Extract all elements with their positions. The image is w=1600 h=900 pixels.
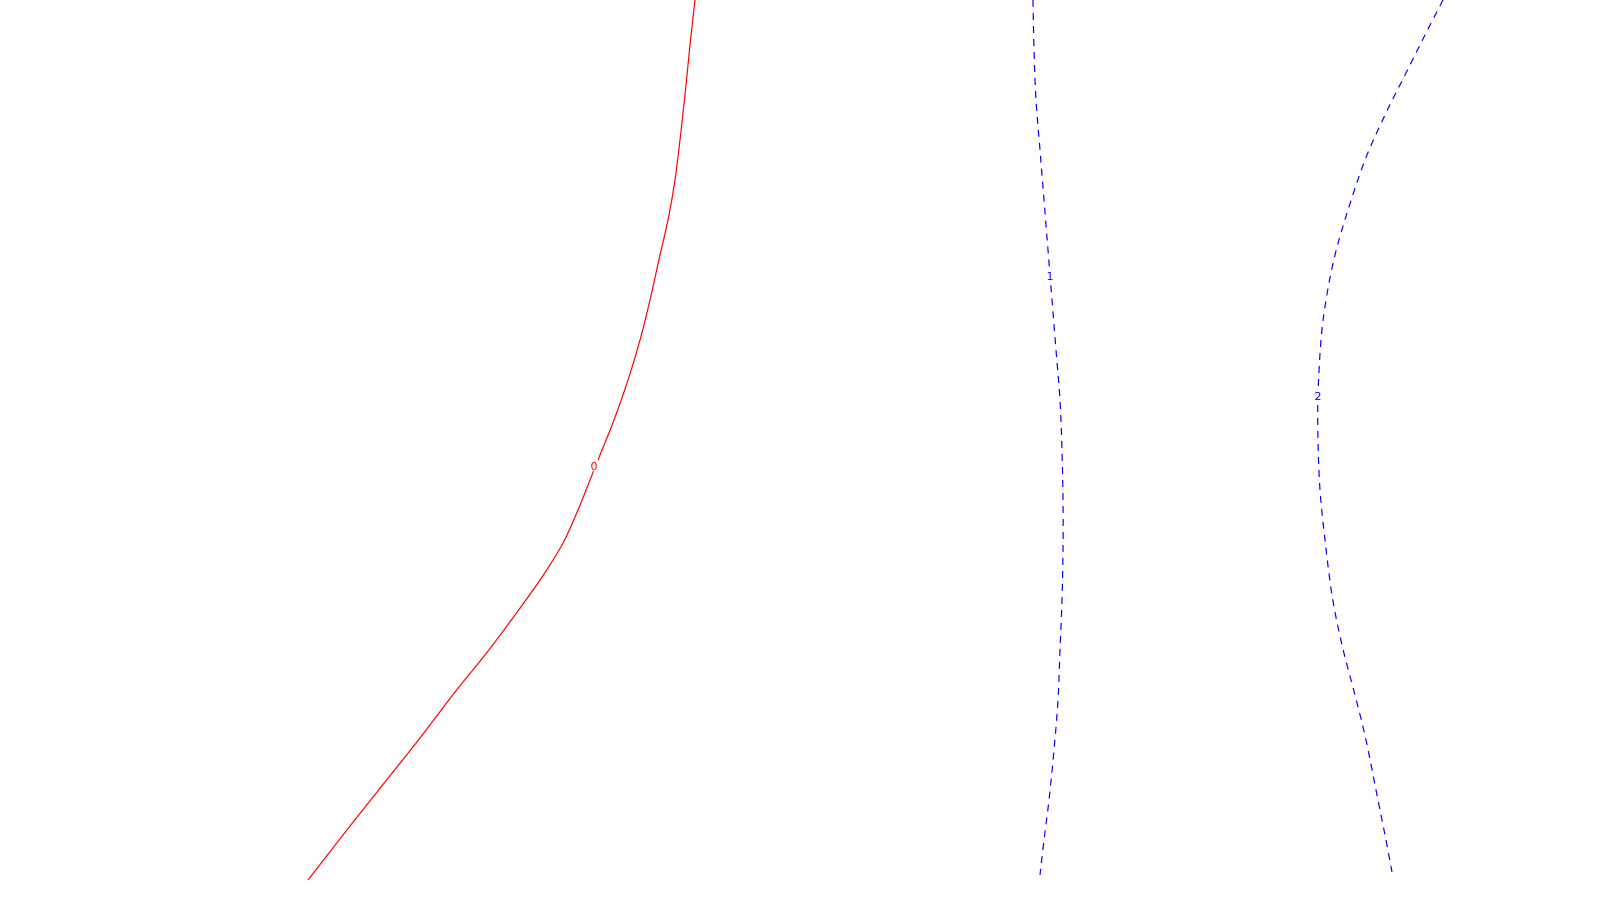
- contour-line-2: [1317, 0, 1444, 873]
- contour-labels: 0 1 2: [590, 269, 1322, 473]
- contour-label-bg-1: [1046, 269, 1054, 281]
- contour-label-bg-2: [1314, 389, 1322, 401]
- contour-label-1: 1: [1047, 270, 1054, 283]
- contour-line-0: [307, 0, 696, 881]
- contour-lines: [307, 0, 1444, 881]
- contour-label-2: 2: [1315, 390, 1322, 403]
- contour-label-bg-0: [590, 459, 598, 471]
- contour-label-0: 0: [591, 460, 598, 473]
